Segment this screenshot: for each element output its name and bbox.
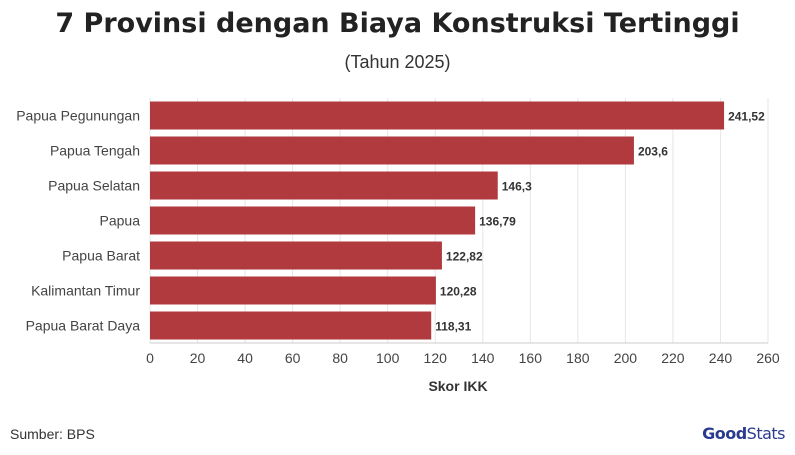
x-tick-label: 60 bbox=[285, 350, 301, 366]
chart-subtitle: (Tahun 2025) bbox=[344, 52, 451, 72]
data-label: 136,79 bbox=[479, 215, 516, 229]
data-label: 146,3 bbox=[502, 180, 532, 194]
category-label: Papua Barat bbox=[62, 248, 140, 264]
source-note: Sumber: BPS bbox=[10, 426, 95, 442]
x-tick-label: 140 bbox=[471, 350, 495, 366]
goodstats-logo: GoodStats bbox=[702, 424, 785, 443]
x-tick-label: 160 bbox=[519, 350, 543, 366]
data-label: 241,52 bbox=[728, 110, 765, 124]
x-axis-title: Skor IKK bbox=[428, 378, 487, 394]
category-label: Papua bbox=[100, 213, 141, 229]
bar bbox=[150, 276, 436, 305]
bar bbox=[150, 136, 634, 165]
category-label: Papua Barat Daya bbox=[26, 318, 141, 334]
category-label: Papua Pegunungan bbox=[16, 108, 140, 124]
category-label: Papua Tengah bbox=[50, 143, 140, 159]
x-tick-label: 200 bbox=[614, 350, 638, 366]
bar bbox=[150, 101, 725, 130]
x-tick-label: 20 bbox=[190, 350, 206, 366]
x-tick-label: 240 bbox=[709, 350, 733, 366]
x-tick-label: 100 bbox=[376, 350, 400, 366]
x-tick-label: 120 bbox=[424, 350, 448, 366]
chart-title: 7 Provinsi dengan Biaya Konstruksi Terti… bbox=[55, 8, 740, 39]
data-label: 118,31 bbox=[435, 320, 471, 334]
brand-bold: Good bbox=[702, 424, 747, 443]
x-tick-label: 40 bbox=[237, 350, 253, 366]
brand-regular: Stats bbox=[746, 424, 786, 443]
x-tick-label: 80 bbox=[332, 350, 348, 366]
bar bbox=[150, 311, 432, 340]
bar bbox=[150, 171, 498, 200]
bar bbox=[150, 206, 476, 235]
data-label: 120,28 bbox=[440, 285, 477, 299]
category-label: Kalimantan Timur bbox=[31, 283, 140, 299]
x-tick-label: 220 bbox=[661, 350, 685, 366]
bar bbox=[150, 241, 442, 270]
category-label: Papua Selatan bbox=[48, 178, 140, 194]
x-tick-label: 180 bbox=[566, 350, 590, 366]
data-label: 122,82 bbox=[446, 250, 483, 264]
x-tick-label: 0 bbox=[146, 350, 154, 366]
x-tick-label: 260 bbox=[756, 350, 780, 366]
data-label: 203,6 bbox=[638, 145, 668, 159]
